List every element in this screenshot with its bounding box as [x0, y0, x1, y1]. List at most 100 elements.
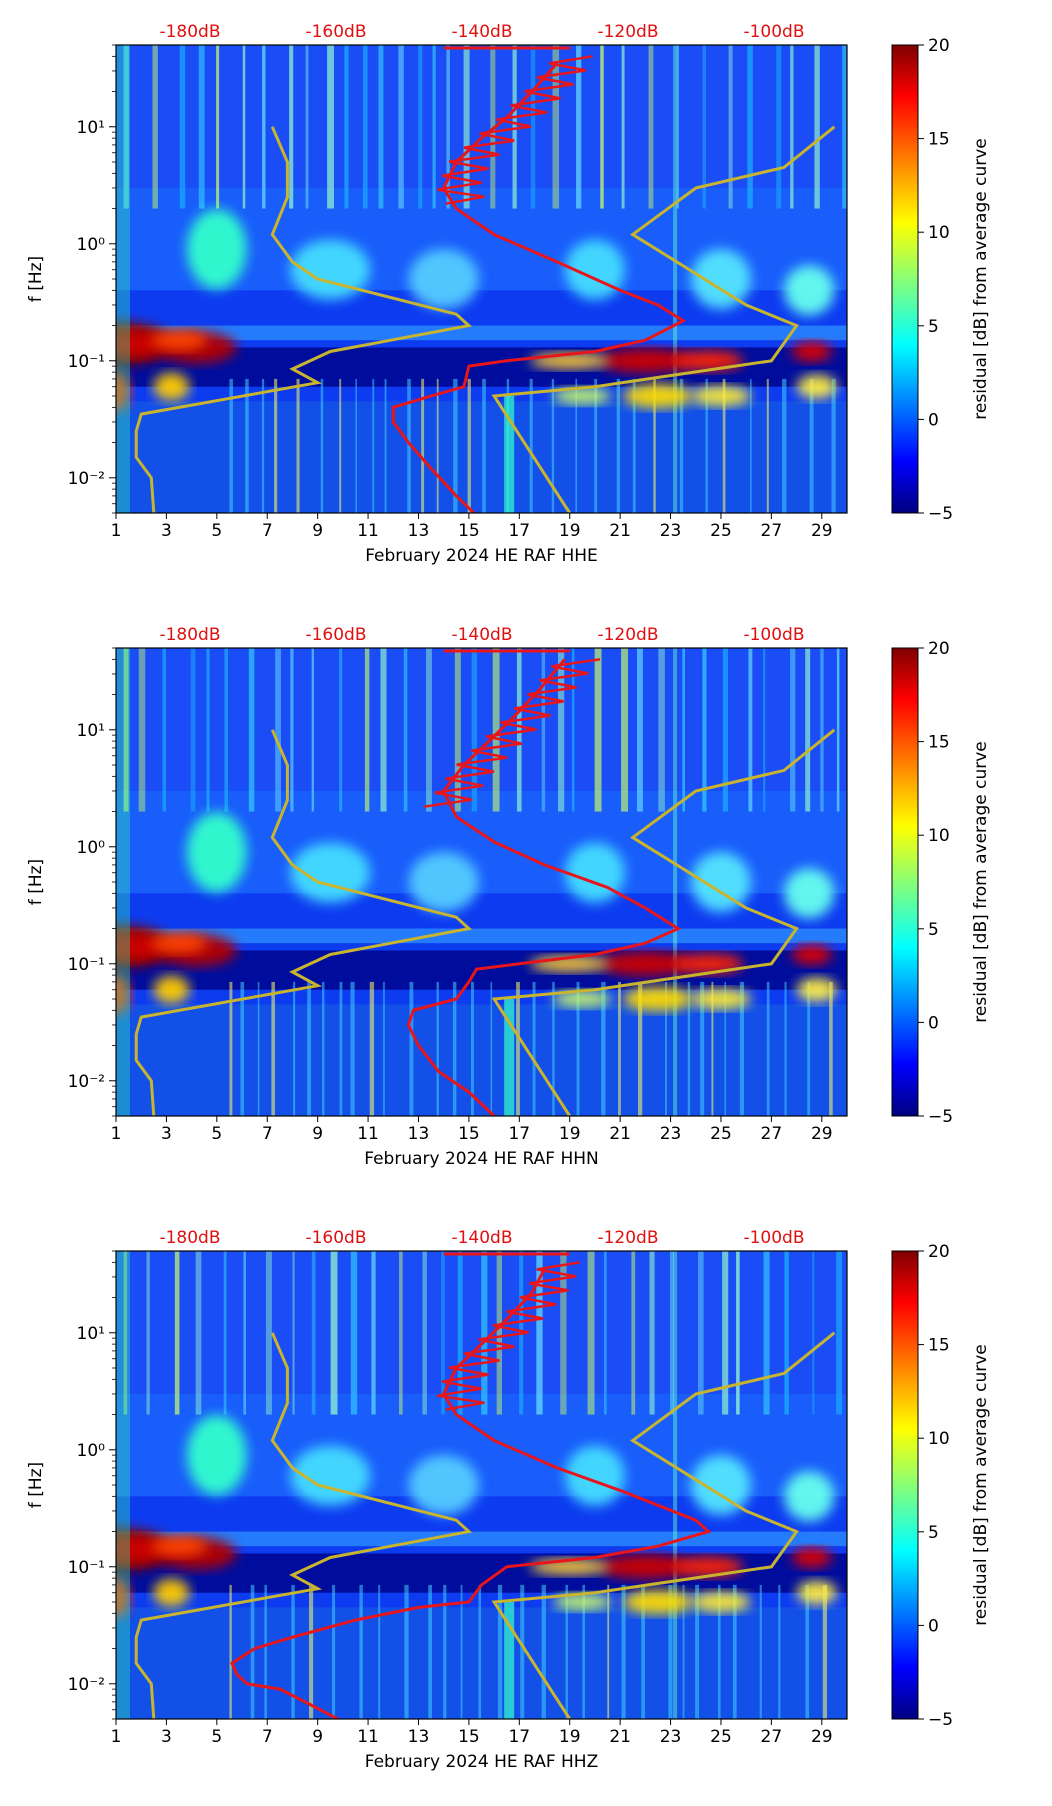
event-streak	[471, 648, 478, 812]
event-streak	[552, 45, 560, 209]
y-tick-label: 10¹	[77, 1324, 105, 1344]
event-streak	[658, 648, 665, 812]
storm-blob	[690, 989, 751, 1009]
event-streak	[399, 1251, 403, 1415]
colorbar-tick-label: 15	[928, 1336, 950, 1356]
event-streak-low	[339, 981, 343, 1116]
event-streak-low	[229, 1584, 232, 1719]
band-low-frequency	[116, 1004, 847, 1116]
event-streak	[748, 648, 753, 812]
y-axis-label: f [Hz]	[26, 1462, 46, 1508]
event-streak-low	[616, 378, 621, 513]
event-streak	[242, 45, 246, 209]
x-tick-label: 15	[458, 1124, 480, 1144]
event-streak	[763, 1251, 770, 1415]
storm-blob	[186, 209, 247, 290]
storm-blob	[552, 388, 613, 404]
storm-blob	[690, 1592, 751, 1612]
storm-blob	[116, 1577, 130, 1618]
event-streak-low	[582, 1584, 585, 1719]
event-streak-low	[594, 378, 598, 513]
colorbar-tick-label: 0	[928, 1013, 939, 1033]
event-streak	[763, 648, 766, 812]
x-tick-label: 21	[609, 521, 631, 541]
x-tick-label: 21	[609, 1727, 631, 1747]
event-streak	[265, 1251, 272, 1415]
event-streak	[463, 45, 470, 209]
y-axis-label: f [Hz]	[26, 859, 46, 905]
event-column	[673, 45, 678, 513]
storm-blob	[408, 1455, 479, 1515]
event-streak-low	[369, 981, 375, 1116]
event-streak-low	[339, 378, 342, 513]
event-streak-low	[665, 981, 667, 1116]
event-streak	[330, 1251, 338, 1415]
red-curve	[230, 1268, 712, 1719]
event-streak	[364, 648, 370, 812]
event-streak-low	[552, 981, 555, 1116]
x-axis-label: February 2024 HE RAF HHE	[365, 546, 598, 566]
x-tick-label: 3	[161, 521, 172, 541]
event-streak	[587, 1251, 595, 1415]
event-streak	[496, 1251, 502, 1415]
event-streak	[702, 648, 707, 812]
yellow-curve-left	[134, 126, 473, 513]
band-low-frequency	[116, 401, 847, 513]
event-streak	[728, 45, 733, 209]
event-streak	[516, 648, 522, 812]
event-streak-low	[679, 378, 684, 513]
event-streak-low	[257, 981, 260, 1116]
event-streak	[243, 1251, 246, 1415]
event-streak	[195, 1251, 202, 1415]
event-streak	[621, 648, 629, 812]
event-streak	[669, 1251, 675, 1415]
event-streak	[481, 1251, 488, 1415]
event-streak-low	[575, 378, 578, 513]
x-tick-label: 3	[161, 1727, 172, 1747]
band-secondary-microseism	[116, 1531, 847, 1547]
y-axis-label: f [Hz]	[26, 256, 46, 302]
event-streak-low	[682, 1584, 685, 1719]
event-streak-low	[807, 981, 811, 1116]
event-streak	[648, 45, 654, 209]
colorbar-tick-label: 5	[928, 920, 939, 940]
red-curve-spikes	[437, 1261, 581, 1411]
top-db-label: -120dB	[597, 625, 658, 645]
event-streak	[636, 648, 643, 812]
colorbar-tick-label: 20	[928, 36, 950, 56]
storm-blob	[673, 1556, 744, 1577]
event-streak	[350, 1251, 358, 1415]
event-streak	[275, 648, 281, 812]
event-streak-low	[404, 1584, 409, 1719]
event-streak	[292, 1251, 295, 1415]
event-streak-low	[296, 378, 300, 513]
event-streak-low	[621, 1584, 626, 1719]
event-streak	[378, 45, 384, 209]
colorbar	[891, 1250, 919, 1720]
colorbar	[891, 44, 919, 514]
spectrogram-image	[116, 45, 847, 513]
colorbar	[891, 647, 919, 1117]
storm-blob	[552, 991, 613, 1007]
event-streak	[305, 45, 309, 209]
event-streak	[490, 45, 496, 209]
storm-blob	[690, 852, 751, 912]
event-streak-low	[668, 1584, 673, 1719]
event-streak-low	[724, 981, 727, 1116]
event-streak	[446, 45, 450, 209]
event-streak	[722, 1251, 729, 1415]
x-tick-label: 7	[262, 1124, 273, 1144]
band-high-frequency	[116, 45, 847, 188]
x-tick-label: 11	[357, 521, 379, 541]
y-tick-label: 10⁻²	[68, 469, 105, 489]
event-streak	[790, 45, 794, 209]
event-streak	[747, 45, 753, 209]
yellow-curve-left	[134, 1332, 473, 1719]
event-streak	[557, 648, 565, 812]
event-streak	[702, 45, 707, 209]
event-streak	[422, 1251, 427, 1415]
storm-blob	[186, 812, 247, 893]
x-tick-label: 27	[761, 1727, 783, 1747]
event-streak	[174, 1251, 180, 1415]
